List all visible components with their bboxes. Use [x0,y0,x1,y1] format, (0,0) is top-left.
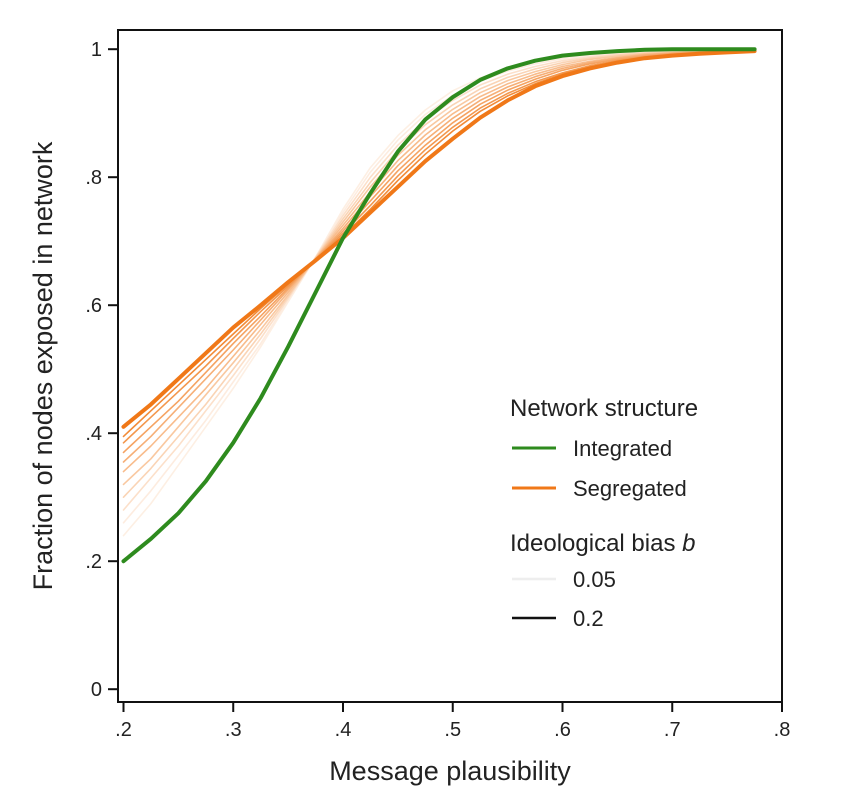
legend-bias-high-label: 0.2 [573,606,604,631]
legend-integrated-label: Integrated [573,436,672,461]
series-line-integrated [121,47,757,564]
x-tick-label: .8 [774,719,791,741]
legend-structure-title: Network structure [510,395,698,422]
x-tick-label: .2 [115,719,132,741]
x-tick-label: .7 [664,719,681,741]
legend-bias-title: Ideological bias b [510,530,695,557]
legend-segregated-label: Segregated [573,476,687,501]
series-layer [121,47,757,564]
series-line-segregated [121,49,757,429]
y-tick-label: .8 [85,167,102,189]
x-tick-label: .5 [444,719,461,741]
y-tick-label: .4 [85,423,102,445]
legend-bias-low-label: 0.05 [573,567,616,592]
y-tick-label: 0 [91,679,102,701]
x-axis-title: Message plausibility [329,756,571,786]
y-axis: 0 .2 .4 .6 .8 1 [85,39,118,701]
y-axis-title: Fraction of nodes exposed in network [28,141,58,590]
x-tick-label: .3 [225,719,242,741]
legend: Network structure Integrated Segregated … [510,395,698,631]
y-tick-label: 1 [91,39,102,61]
legend-bias-title-variable: b [682,530,695,557]
series-line-segregated [122,49,756,463]
x-axis: .2 .3 .4 .5 .6 .7 .8 [115,702,790,741]
legend-bias-title-text: Ideological bias [510,530,682,557]
y-tick-label: .6 [85,295,102,317]
y-tick-label: .2 [85,551,102,573]
x-tick-label: .6 [554,719,571,741]
x-tick-label: .4 [335,719,352,741]
